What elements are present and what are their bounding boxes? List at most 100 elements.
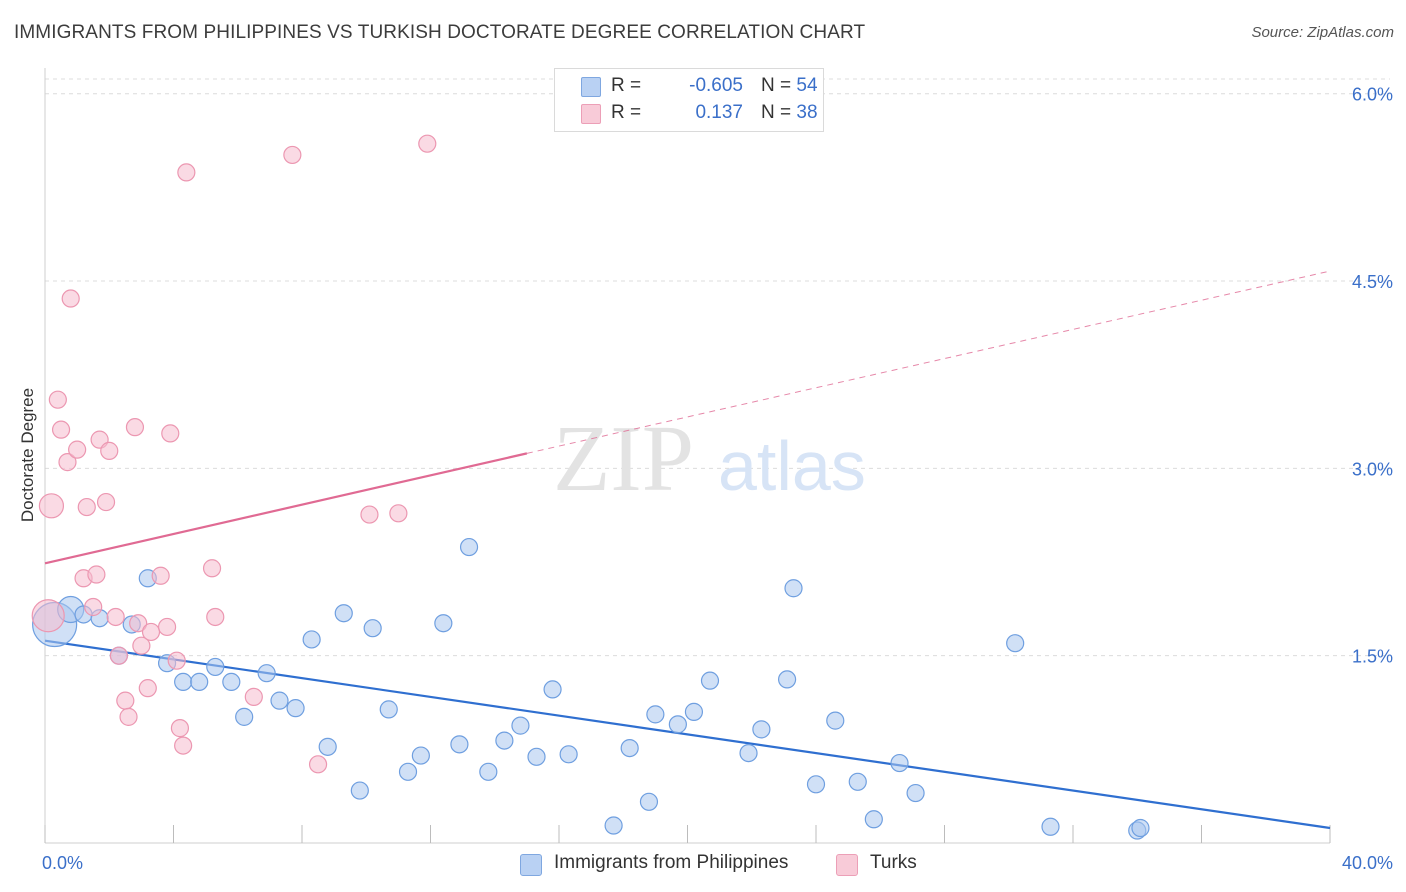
point-turks <box>129 614 148 633</box>
point-turks <box>61 289 80 308</box>
legend-n: N = 54 <box>761 75 818 96</box>
watermark-zip: ZIP <box>553 407 694 511</box>
point-turks <box>132 636 151 655</box>
point-philippines <box>270 691 289 710</box>
point-philippines <box>206 657 225 677</box>
legend-r-value: -0.605 <box>689 75 743 96</box>
point-turks <box>167 651 186 670</box>
point-philippines <box>752 720 771 739</box>
point-philippines <box>559 745 578 764</box>
point-philippines <box>511 716 530 735</box>
legend-r-value: 0.137 <box>695 102 743 123</box>
point-turks <box>84 597 103 617</box>
point-philippines <box>411 746 430 765</box>
point-turks <box>116 691 135 710</box>
point-turks <box>202 559 222 578</box>
point-philippines <box>646 705 665 724</box>
axes <box>44 68 1331 844</box>
series-label-blue: Immigrants from Philippines <box>554 852 789 873</box>
y-tick-label: 3.0% <box>1352 459 1393 479</box>
point-philippines <box>620 738 639 758</box>
point-philippines <box>398 762 418 781</box>
point-turks <box>360 505 379 524</box>
point-philippines <box>257 664 276 683</box>
point-philippines <box>527 747 546 766</box>
point-philippines <box>318 737 337 756</box>
point-philippines <box>235 707 254 726</box>
x-tick-label: 40.0% <box>1342 853 1393 873</box>
point-turks <box>389 504 408 523</box>
point-turks <box>119 707 138 726</box>
point-turks <box>96 492 116 512</box>
point-philippines <box>806 775 826 794</box>
point-philippines <box>1006 634 1025 653</box>
point-philippines <box>784 579 803 598</box>
data-points <box>31 134 1150 840</box>
point-turks <box>170 719 190 738</box>
point-turks <box>138 679 157 698</box>
point-philippines <box>363 619 382 638</box>
point-turks <box>48 390 67 409</box>
point-turks <box>77 497 96 517</box>
point-turks <box>125 418 145 437</box>
point-philippines <box>174 672 193 692</box>
y-tick-label: 1.5% <box>1352 647 1393 667</box>
watermark: ZIP atlas <box>553 407 866 511</box>
y-tick-label: 6.0% <box>1352 85 1393 105</box>
point-philippines <box>450 735 469 754</box>
point-philippines <box>864 810 883 829</box>
point-turks <box>58 453 77 472</box>
x-tick-label: 0.0% <box>42 853 83 873</box>
watermark-atlas: atlas <box>718 427 866 505</box>
point-philippines <box>1131 818 1150 838</box>
point-philippines <box>334 604 353 623</box>
point-turks <box>161 424 180 443</box>
point-philippines <box>459 537 479 557</box>
point-turks <box>308 755 328 774</box>
series-swatch-blue <box>520 854 542 876</box>
point-turks <box>283 145 302 165</box>
legend-swatch-blue <box>581 77 601 97</box>
series-swatch-pink <box>836 854 858 876</box>
point-philippines <box>848 772 867 791</box>
point-philippines <box>639 792 659 811</box>
legend-r-label: R = <box>611 102 642 123</box>
point-turks <box>87 565 106 584</box>
point-philippines <box>190 672 209 692</box>
point-philippines <box>543 680 562 699</box>
point-turks <box>206 607 225 627</box>
point-turks <box>151 566 170 585</box>
point-turks <box>244 687 263 706</box>
legend-swatch-pink <box>581 104 601 124</box>
correlation-legend: R = -0.605 N = 54 R = 0.137 N = 38 <box>554 68 824 132</box>
point-philippines <box>739 743 758 763</box>
point-philippines <box>777 670 797 689</box>
point-philippines <box>479 762 498 781</box>
point-philippines <box>604 816 623 835</box>
point-philippines <box>495 731 514 750</box>
trend-lines <box>44 270 1331 830</box>
point-philippines <box>434 614 453 633</box>
legend-n: N = 38 <box>761 102 818 123</box>
point-turks <box>157 617 177 637</box>
point-philippines <box>684 702 704 721</box>
chart-title: IMMIGRANTS FROM PHILIPPINES VS TURKISH D… <box>14 22 866 43</box>
trend-line-turks <box>44 452 528 565</box>
point-philippines <box>1041 817 1060 836</box>
point-philippines <box>890 753 909 773</box>
trend-line-philippines <box>44 639 1331 830</box>
legend-r-label: R = <box>611 75 642 96</box>
point-turks <box>109 646 128 665</box>
gridlines <box>45 78 1390 657</box>
point-philippines <box>222 672 241 692</box>
point-turks <box>68 440 87 459</box>
point-philippines <box>286 699 305 718</box>
source-credit: Source: ZipAtlas.com <box>1251 24 1394 41</box>
point-turks <box>106 607 125 627</box>
point-philippines <box>826 711 845 730</box>
point-philippines <box>906 783 925 803</box>
point-turks <box>100 441 119 460</box>
series-label-pink: Turks <box>870 852 917 873</box>
point-turks <box>31 599 65 633</box>
